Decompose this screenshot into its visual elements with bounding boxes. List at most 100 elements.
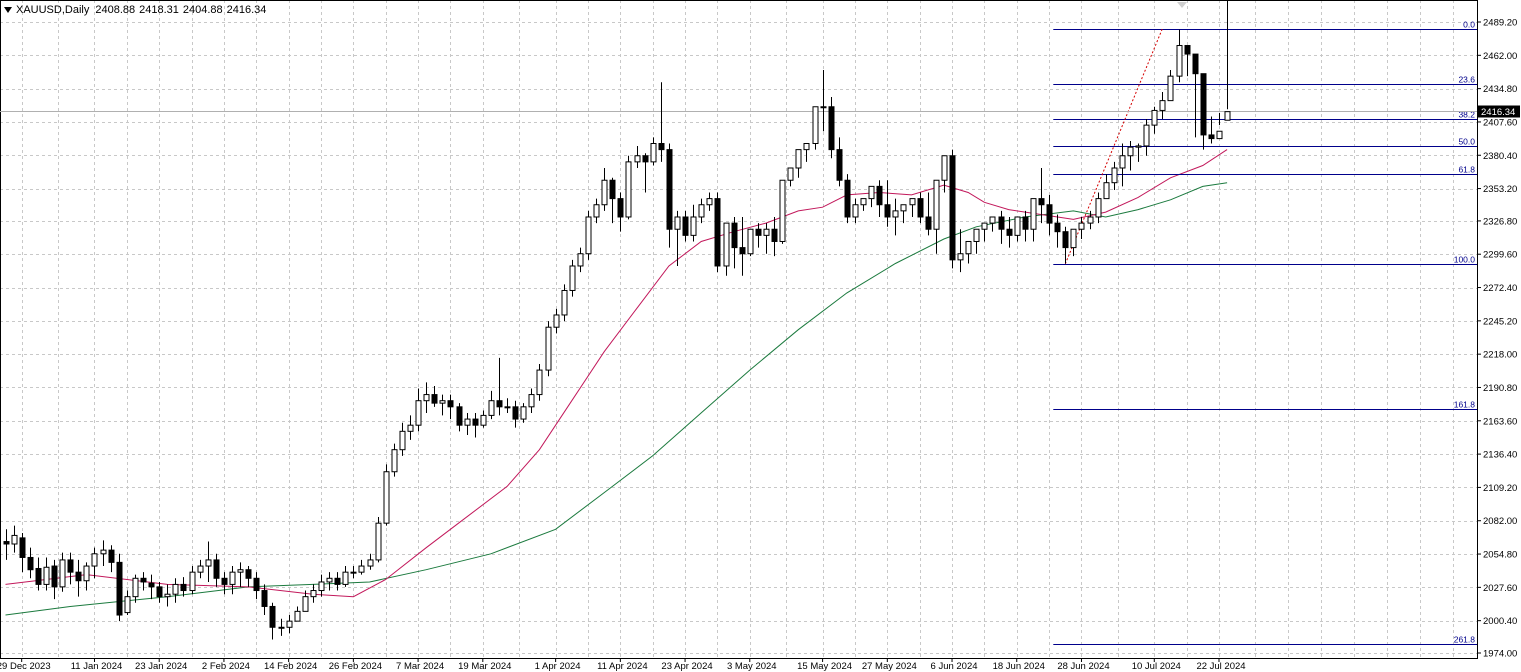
candle xyxy=(35,557,42,591)
plot-frame xyxy=(0,0,1478,659)
candle xyxy=(884,180,891,227)
candle xyxy=(1159,92,1166,120)
candle-body xyxy=(1135,145,1142,148)
y-tick-label: 2462.00 xyxy=(1483,51,1517,62)
candle-body xyxy=(278,626,285,629)
candle xyxy=(1022,210,1029,242)
fibonacci-retracement: 0.0 23.6 38.2 50.0 61.8 100.0 161.8 261.8 xyxy=(1053,20,1477,645)
candle-body xyxy=(666,149,673,230)
candle-body xyxy=(456,406,463,426)
candle-body xyxy=(358,565,365,573)
candle xyxy=(229,566,236,595)
candle xyxy=(682,210,689,242)
candle-body xyxy=(148,582,155,588)
candle xyxy=(714,192,721,273)
candle-body xyxy=(706,198,713,206)
candle xyxy=(140,572,147,591)
price-tag-label: 2416.34 xyxy=(1481,107,1515,118)
candle-body xyxy=(892,210,899,218)
candle-body xyxy=(27,556,34,571)
candle-body xyxy=(860,198,867,206)
candle xyxy=(674,210,681,266)
candle-body xyxy=(561,289,568,316)
candle xyxy=(447,394,454,420)
candle-body xyxy=(294,610,301,622)
candle xyxy=(1078,216,1085,240)
fibo-level-label: 261.8 xyxy=(1454,635,1476,645)
x-tick-label: 29 Dec 2023 xyxy=(0,661,51,672)
candle xyxy=(302,590,309,612)
candle-body xyxy=(116,561,123,616)
x-tick-label: 23 Jan 2024 xyxy=(135,661,187,672)
candle xyxy=(1062,226,1069,264)
candle-body xyxy=(1070,228,1077,249)
candle xyxy=(860,198,867,211)
candles xyxy=(3,0,1231,640)
candle-body xyxy=(367,559,374,567)
candle xyxy=(1184,45,1191,77)
candle xyxy=(593,198,600,224)
candle-body xyxy=(682,216,689,236)
candle-body xyxy=(132,577,139,598)
candle xyxy=(933,179,940,254)
candle xyxy=(367,553,374,570)
candle xyxy=(253,572,260,600)
candle xyxy=(423,382,430,413)
candle xyxy=(909,198,916,217)
candle-body xyxy=(634,155,641,163)
candle xyxy=(900,204,907,224)
y-tick-label: 1974.00 xyxy=(1483,649,1517,660)
x-tick-label: 3 May 2024 xyxy=(727,661,777,672)
candle-body xyxy=(391,449,398,473)
candle-body xyxy=(480,414,487,426)
symbol-menu-triangle-icon[interactable] xyxy=(4,7,12,13)
candle-body xyxy=(593,204,600,218)
candle xyxy=(1087,210,1094,230)
candle xyxy=(553,308,560,334)
candle-body xyxy=(803,142,810,151)
candle-body xyxy=(172,583,179,595)
candle xyxy=(763,223,770,254)
candle xyxy=(1103,174,1110,200)
candle-body xyxy=(164,593,171,598)
candle-body xyxy=(43,566,50,585)
y-tick-label: 2218.00 xyxy=(1483,350,1517,361)
candle-body xyxy=(609,179,616,200)
candle-body xyxy=(820,106,827,109)
candle-body xyxy=(375,522,382,561)
candle-body xyxy=(310,590,317,598)
y-tick-label: 2326.80 xyxy=(1483,216,1517,227)
candle xyxy=(439,394,446,416)
candle xyxy=(318,574,325,597)
candle xyxy=(334,572,341,591)
candle-body xyxy=(763,228,770,236)
candle xyxy=(803,142,810,162)
fibo-trend-line xyxy=(1064,28,1163,265)
candle-body xyxy=(383,471,390,524)
candle xyxy=(456,403,463,432)
candle xyxy=(1014,216,1021,242)
x-tick-label: 18 Jun 2024 xyxy=(993,661,1045,672)
candle-body xyxy=(407,424,414,432)
candle xyxy=(116,553,123,622)
candle-body xyxy=(731,222,738,249)
y-tick-label: 2353.20 xyxy=(1483,184,1517,195)
candle-body xyxy=(189,571,196,592)
candle-body xyxy=(852,204,859,218)
candle xyxy=(820,70,827,132)
candle xyxy=(294,606,301,622)
candle xyxy=(488,390,495,420)
y-tick-label: 2434.80 xyxy=(1483,84,1517,95)
candle-body xyxy=(771,228,778,242)
candle xyxy=(925,192,932,236)
x-tick-label: 2 Feb 2024 xyxy=(202,661,250,672)
candle-body xyxy=(545,326,552,371)
x-tick-label: 28 Jun 2024 xyxy=(1057,661,1109,672)
x-tick-label: 23 Apr 2024 xyxy=(661,661,712,672)
candle xyxy=(164,584,171,607)
open-value: 2408.88 xyxy=(95,4,136,16)
candle-body xyxy=(965,240,972,255)
candle-body xyxy=(302,596,309,612)
